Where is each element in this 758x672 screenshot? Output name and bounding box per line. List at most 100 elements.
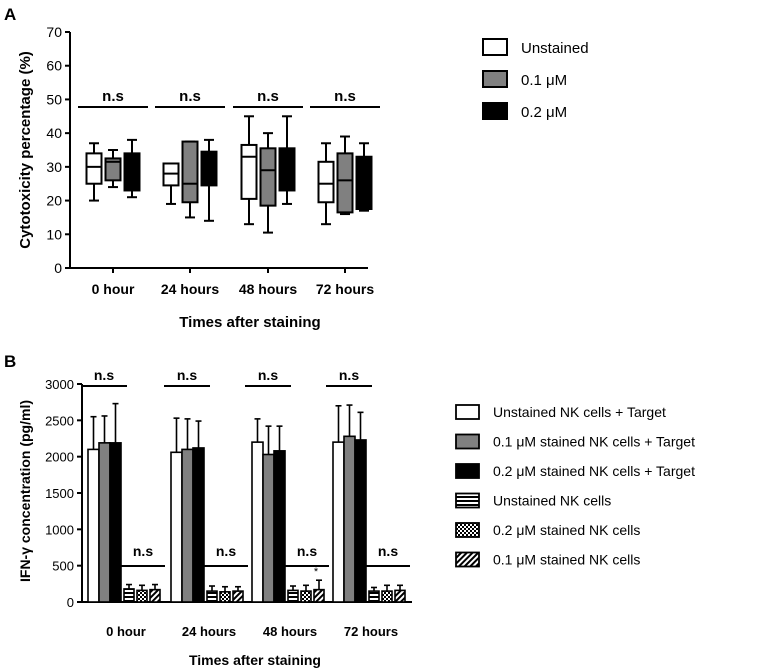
legend-label-b: 0.1 μM stained NK cells + Target xyxy=(493,434,695,450)
bar-series-4 xyxy=(368,586,380,603)
significance-label-a: n.s xyxy=(257,88,279,105)
box-1 xyxy=(240,115,258,226)
bar-series-2 xyxy=(343,404,356,603)
bar xyxy=(300,590,312,603)
bar-series-5 xyxy=(300,584,312,603)
bar-series-3 xyxy=(273,425,286,603)
bar-series-4 xyxy=(206,585,218,603)
y-tick-label-a: 10 xyxy=(46,226,62,242)
box-1 xyxy=(85,142,103,202)
y-axis-title-b: IFN-γ concentration (pg/ml) xyxy=(17,400,33,582)
legend-label-a: Unstained xyxy=(521,40,589,57)
y-tick-label-b: 3000 xyxy=(45,377,74,392)
y-tick-label-a: 30 xyxy=(46,159,62,175)
box-body xyxy=(336,152,354,214)
x-axis-title-a: Times after staining xyxy=(179,314,320,331)
box-1 xyxy=(317,142,335,226)
y-tick-label-b: 1500 xyxy=(45,486,74,501)
panel-a-label: A xyxy=(4,5,16,24)
bar xyxy=(192,447,205,603)
panel-b-label: B xyxy=(4,352,16,371)
bar xyxy=(287,589,299,603)
box-1 xyxy=(162,162,180,205)
box-body xyxy=(200,150,218,187)
bar-series-1 xyxy=(332,404,345,603)
box-body xyxy=(278,147,296,192)
bar-series-1 xyxy=(170,417,183,603)
legend-swatch-b xyxy=(455,492,480,509)
y-tick-label-b: 2500 xyxy=(45,413,74,428)
y-tick-label-a: 70 xyxy=(46,24,62,40)
asterisk-annotation: * xyxy=(314,566,319,578)
x-tick-label-b: 0 hour xyxy=(106,624,146,639)
legend-swatch-a xyxy=(482,38,508,56)
bar-series-6 xyxy=(232,585,244,603)
significance-label-a: n.s xyxy=(334,88,356,105)
legend-label-a: 0.2 μM xyxy=(521,104,567,121)
bar xyxy=(98,442,111,603)
bar xyxy=(136,589,148,603)
legend-swatch-b xyxy=(455,522,480,538)
x-tick-label-b: 24 hours xyxy=(182,624,236,639)
bar xyxy=(123,588,135,603)
bar-series-4 xyxy=(287,585,299,603)
bar-series-2 xyxy=(181,418,194,603)
x-tick-label-b: 72 hours xyxy=(344,624,398,639)
significance-label-b: n.s xyxy=(216,543,236,559)
box-body xyxy=(85,152,103,185)
legend-label-b: 0.1 μM stained NK cells xyxy=(493,552,640,568)
box-2 xyxy=(181,140,199,219)
bar xyxy=(262,453,275,603)
significance-label-b: n.s xyxy=(94,367,114,383)
box-body xyxy=(104,157,122,182)
box-body xyxy=(259,147,277,207)
x-axis-title-b: Times after staining xyxy=(189,652,321,668)
box-body xyxy=(355,155,373,210)
legend-swatch-a xyxy=(482,70,508,88)
bar xyxy=(343,435,356,603)
legend-label-b: 0.2 μM stained NK cells + Target xyxy=(493,463,695,479)
bar-series-5 xyxy=(219,585,231,603)
x-tick-label-a: 0 hour xyxy=(92,281,135,297)
bar-series-4 xyxy=(123,583,135,603)
significance-label-b: n.s xyxy=(378,543,398,559)
legend-swatch-b xyxy=(455,433,480,450)
bar xyxy=(181,448,194,603)
bar xyxy=(354,439,367,603)
bar-series-5 xyxy=(381,584,393,603)
bar xyxy=(332,441,345,603)
chart-b-bar-chart: 0 500 1000 1500 2000 2500 3000 0 hour n.s n.s 24 h… xyxy=(17,367,695,668)
y-tick-label-a: 40 xyxy=(46,125,62,141)
bar-series-5 xyxy=(136,584,148,603)
significance-label-b: n.s xyxy=(177,367,197,383)
bar-series-1 xyxy=(251,418,264,603)
bar xyxy=(219,591,231,603)
x-tick-label-a: 24 hours xyxy=(161,281,220,297)
x-tick-label-a: 48 hours xyxy=(239,281,298,297)
y-tick-label-a: 60 xyxy=(46,58,62,74)
x-tick-label-b: 48 hours xyxy=(263,624,317,639)
significance-label-a: n.s xyxy=(102,88,124,105)
legend-label-b: 0.2 μM stained NK cells xyxy=(493,522,640,538)
bar-series-3 xyxy=(192,420,205,603)
significance-label-b: n.s xyxy=(133,543,153,559)
legend-swatch-b xyxy=(455,551,480,568)
bar-series-6 xyxy=(149,583,161,603)
bar-series-2 xyxy=(262,425,275,603)
significance-label-b: n.s xyxy=(297,543,317,559)
legend-label-b: Unstained NK cells + Target xyxy=(493,404,666,420)
box-3 xyxy=(278,115,296,205)
y-axis-title-a: Cytotoxicity percentage (%) xyxy=(17,51,34,249)
significance-label-b: n.s xyxy=(339,367,359,383)
legend-swatch-a xyxy=(482,102,508,120)
bar-series-6 xyxy=(313,579,325,603)
box-3 xyxy=(200,138,218,222)
box-2 xyxy=(336,135,354,216)
legend-swatch-b xyxy=(455,463,480,479)
bar-series-3 xyxy=(109,402,122,603)
bar xyxy=(313,588,325,603)
y-tick-label-a: 20 xyxy=(46,193,62,209)
bar xyxy=(394,589,406,603)
bar xyxy=(87,448,100,603)
